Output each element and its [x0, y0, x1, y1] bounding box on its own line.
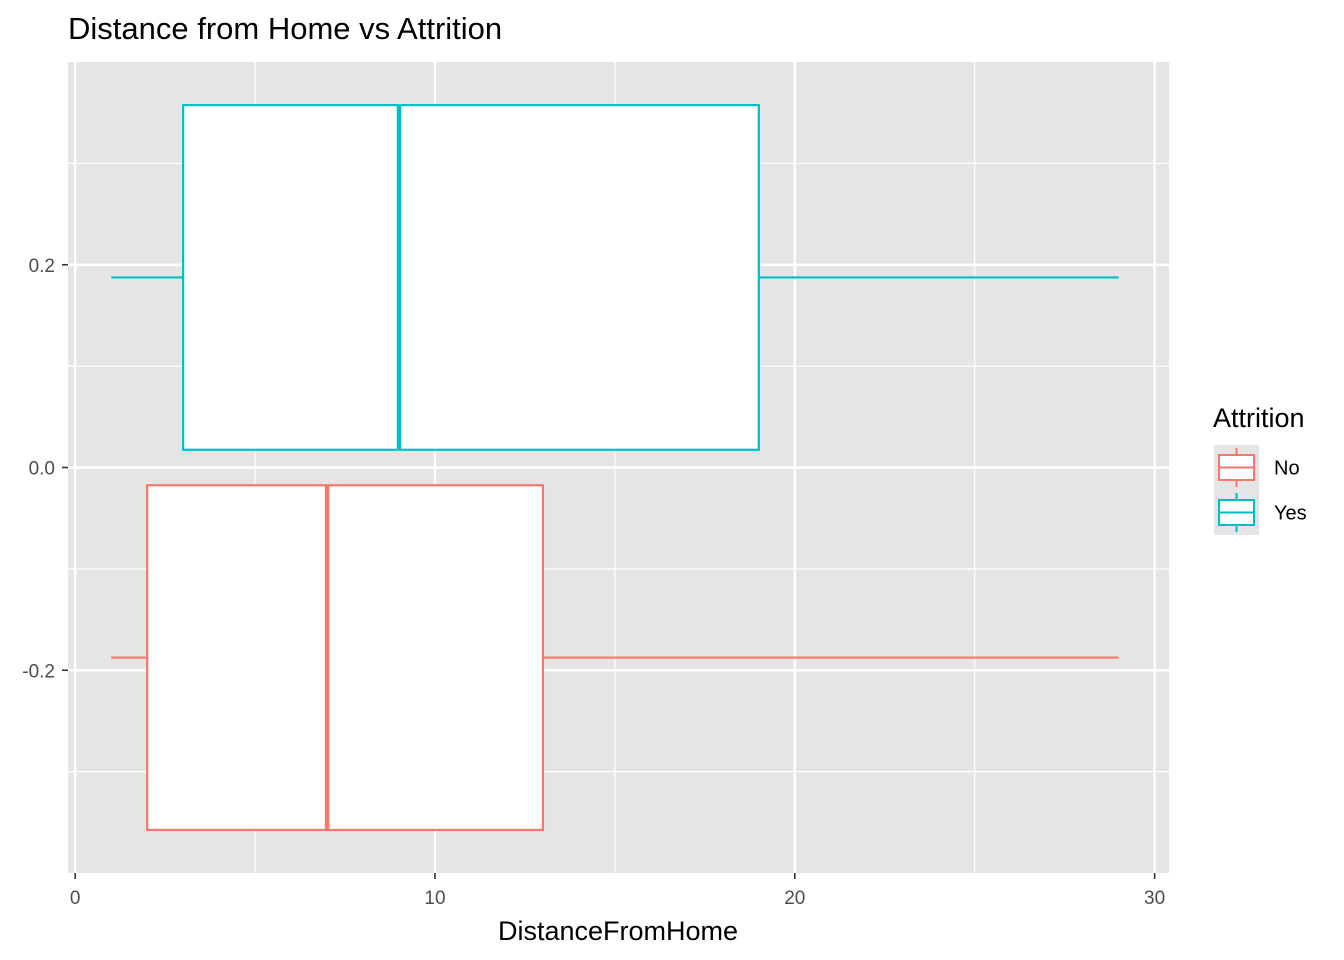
box-yes [111, 103, 1119, 451]
legend-label: No [1274, 458, 1300, 480]
x-tick-label: 20 [784, 888, 805, 909]
y-tick-label: 0.0 [29, 459, 55, 480]
y-tick-label: -0.2 [22, 661, 55, 682]
legend: Attrition No Yes [1213, 403, 1307, 535]
iqr-box [182, 103, 760, 451]
chart-title: Distance from Home vs Attrition [68, 11, 502, 46]
x-tick-label: 0 [70, 888, 81, 909]
legend-entries: No Yes [1214, 445, 1307, 535]
y-tick-label: 0.2 [29, 256, 55, 277]
x-tick-label: 10 [424, 888, 445, 909]
box-no [111, 484, 1119, 832]
boxplot-series [111, 103, 1119, 832]
x-tick-label: 30 [1144, 888, 1165, 909]
iqr-box [146, 484, 545, 832]
legend-label: Yes [1274, 503, 1307, 525]
x-axis-title: DistanceFromHome [498, 916, 738, 946]
legend-item-no: No [1214, 445, 1300, 490]
axes: 0 10 20 30 -0.2 0.0 0.2 [22, 256, 1165, 909]
legend-item-yes: Yes [1214, 490, 1307, 535]
legend-title: Attrition [1213, 403, 1305, 433]
